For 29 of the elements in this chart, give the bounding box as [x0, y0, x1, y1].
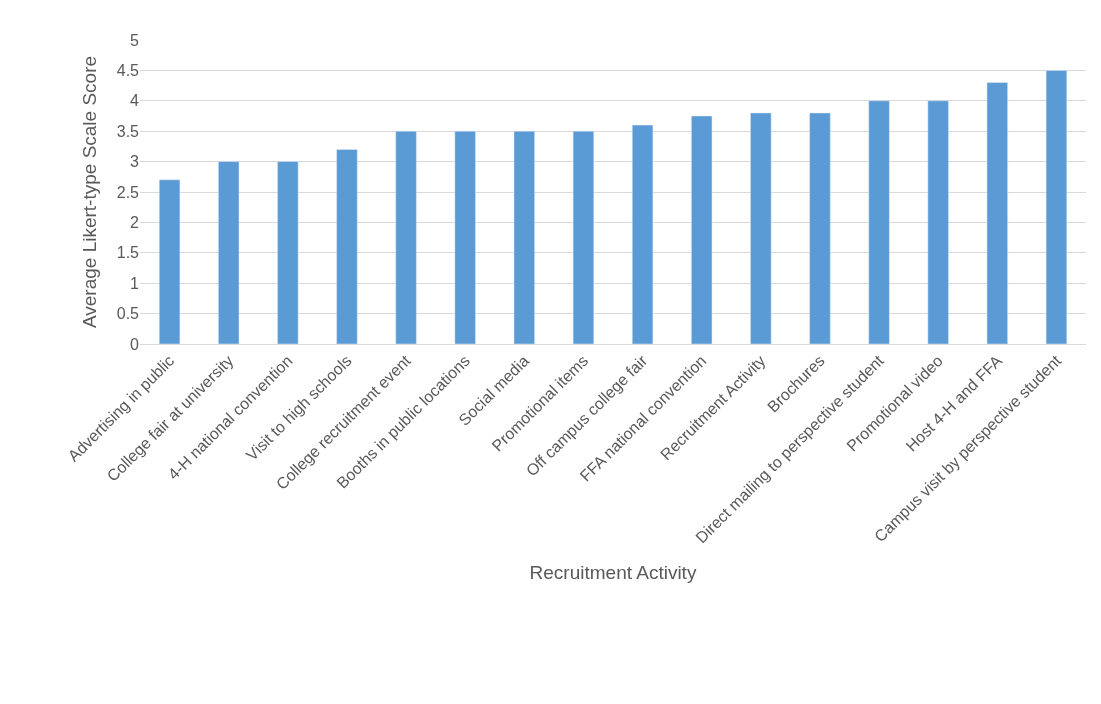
y-tick-label: 4	[130, 92, 140, 110]
bar	[809, 112, 831, 344]
bar	[218, 161, 240, 344]
bar	[631, 124, 654, 344]
y-tick-label: 3	[130, 153, 140, 171]
y-tick-label: 3.5	[116, 122, 140, 140]
y-tick-label: 0	[130, 335, 140, 353]
y-tick-label: 4.5	[116, 62, 140, 79]
bar	[158, 179, 181, 344]
y-axis-title: Average Likert-type Scale Score	[78, 55, 100, 329]
bar	[927, 100, 949, 344]
y-tick-label: 1	[130, 274, 140, 292]
bar	[691, 115, 713, 344]
bar	[572, 130, 595, 344]
y-tick-label: 2	[130, 214, 140, 231]
y-tick-label: 5	[130, 31, 140, 49]
bar	[750, 112, 772, 344]
bar	[277, 161, 299, 344]
bar	[868, 100, 890, 344]
bar	[986, 82, 1008, 344]
bar	[454, 130, 476, 344]
x-axis-title: Recruitment Activity	[529, 562, 697, 584]
y-tick-label: 2.5	[116, 183, 140, 201]
bar	[513, 130, 535, 344]
bar	[395, 130, 417, 344]
bar	[336, 149, 358, 344]
y-tick-label: 0.5	[116, 305, 140, 323]
y-tick-label: 1.5	[116, 244, 140, 262]
bar	[1045, 70, 1068, 344]
